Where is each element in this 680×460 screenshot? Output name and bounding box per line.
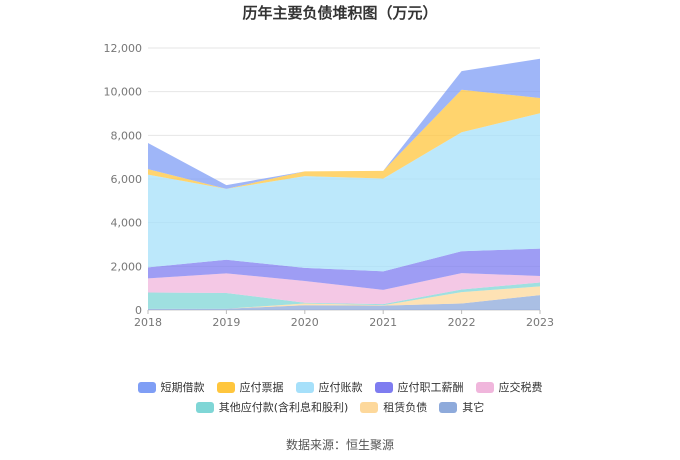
y-tick-label: 4,000	[111, 217, 143, 230]
y-tick-label: 2,000	[111, 260, 143, 273]
x-tick-label: 2021	[369, 316, 397, 329]
legend-swatch	[374, 381, 393, 393]
legend-swatch	[137, 381, 156, 393]
legend-item[interactable]: 其它	[439, 399, 484, 415]
area-应付账款	[148, 113, 540, 272]
legend-label: 应付职工薪酬	[397, 381, 464, 394]
x-tick-label: 2022	[448, 316, 476, 329]
legend-swatch	[439, 401, 458, 413]
legend-item[interactable]: 应付账款	[295, 379, 363, 395]
legend-item[interactable]: 租赁负债	[360, 399, 427, 415]
legend: 短期借款 应付票据 应付账款 应付职工薪酬 应交税费 其他应付款(含利息和股利) 租赁负债其…	[0, 377, 680, 417]
legend-swatch	[195, 401, 214, 413]
legend-label: 其它	[462, 401, 485, 414]
legend-item[interactable]: 短期借款	[137, 379, 205, 395]
legend-label: 应付账款	[318, 381, 363, 394]
y-tick-label: 0	[135, 304, 142, 317]
legend-swatch	[360, 401, 379, 413]
x-tick-label: 2018	[134, 316, 162, 329]
area-短期借款	[148, 58, 540, 189]
legend-label: 其他应付款(含利息和股利)	[218, 401, 349, 414]
y-tick-label: 10,000	[104, 86, 143, 99]
legend-item[interactable]: 应交税费	[475, 379, 543, 395]
x-tick-label: 2019	[212, 316, 240, 329]
legend-item[interactable]: 应付票据	[216, 379, 284, 395]
legend-label: 租赁负债	[383, 401, 428, 414]
legend-swatch	[216, 381, 235, 393]
area-series	[148, 58, 540, 310]
legend-label: 应交税费	[498, 381, 543, 394]
legend-label: 短期借款	[160, 381, 205, 394]
legend-row: 短期借款 应付票据 应付账款 应付职工薪酬 应交税费	[0, 377, 680, 397]
chart-title: 历年主要负债堆积图（万元）	[242, 4, 438, 22]
y-tick-label: 12,000	[104, 42, 143, 55]
y-tick-label: 6,000	[111, 173, 143, 186]
legend-swatch	[295, 381, 314, 393]
area-应交税费	[148, 273, 540, 305]
data-source: 数据来源：恒生聚源	[285, 438, 394, 452]
stacked-area-chart: 0 2,000 4,000 6,000 8,000 10,000 12,000 2018 201…	[104, 42, 555, 329]
legend-label: 应付票据	[239, 381, 284, 394]
area-应付票据	[148, 89, 540, 189]
x-tick-label: 2023	[526, 316, 554, 329]
legend-item[interactable]: 应付职工薪酬	[374, 379, 464, 395]
legend-row: 其他应付款(含利息和股利) 租赁负债 其它	[0, 397, 680, 417]
area-租赁负债	[148, 286, 540, 309]
area-应付职工薪酬	[148, 248, 540, 290]
y-tick-label: 8,000	[111, 129, 143, 142]
legend-swatch	[475, 381, 494, 393]
area-其他应付款(含利息和股利)	[148, 282, 540, 309]
area-其它	[148, 295, 540, 310]
x-tick-label: 2020	[291, 316, 319, 329]
axes: 0 2,000 4,000 6,000 8,000 10,000 12,000 2018 201…	[104, 42, 555, 329]
legend-item[interactable]: 其他应付款(含利息和股利)	[195, 399, 349, 415]
